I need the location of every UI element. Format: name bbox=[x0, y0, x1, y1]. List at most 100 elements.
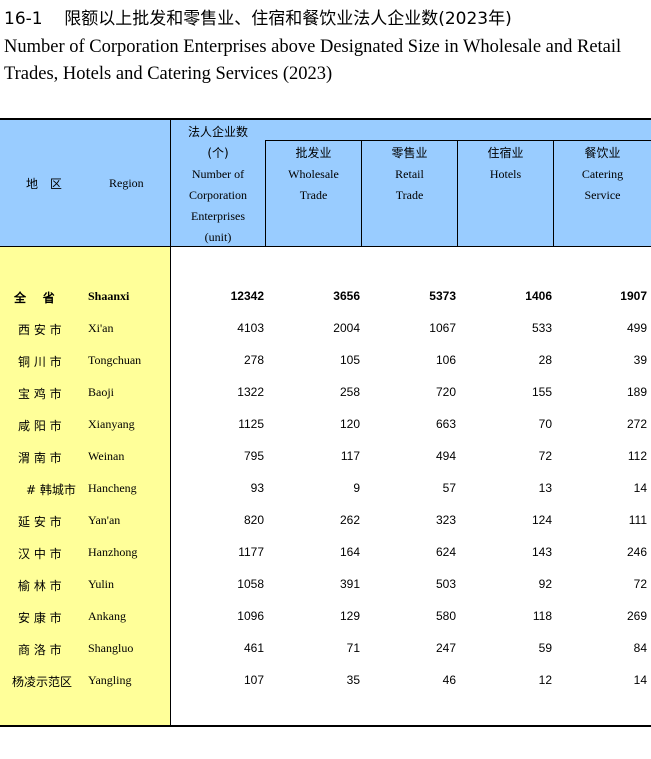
table-bottom-rule bbox=[0, 725, 651, 727]
cell-retail: 247 bbox=[435, 641, 456, 655]
table-title-en: Number of Corporation Enterprises above … bbox=[4, 37, 622, 84]
col-divider-2 bbox=[361, 140, 362, 246]
region-name-cn: 咸 阳 市 bbox=[18, 419, 62, 433]
table-row: 渭 南 市 Weinan 795 117 494 72 112 bbox=[0, 440, 651, 472]
table-number: 16-1 bbox=[4, 9, 43, 29]
cell-retail: 494 bbox=[435, 449, 456, 463]
table-row: 杨凌示范区 Yangling 107 35 46 12 14 bbox=[0, 664, 651, 696]
cell-hotels: 28 bbox=[538, 353, 552, 367]
header-wholesale-cn: 批发业 bbox=[295, 146, 332, 160]
cell-hotels: 124 bbox=[531, 513, 552, 527]
cell-total: 1322 bbox=[237, 385, 264, 399]
header-total-unit-cn: (个) bbox=[207, 146, 229, 160]
cell-retail: 720 bbox=[435, 385, 456, 399]
region-name-en: Tongchuan bbox=[88, 353, 142, 367]
cell-wholesale: 9 bbox=[353, 481, 360, 495]
subheader-rule bbox=[265, 140, 651, 141]
header-hotels: 住宿业 Hotels bbox=[458, 143, 553, 185]
cell-wholesale: 391 bbox=[339, 577, 360, 591]
table-title-cn-text: 限额以上批发和零售业、住宿和餐饮业法人企业数(2023年) bbox=[64, 9, 512, 29]
header-bottom-rule bbox=[0, 246, 651, 247]
cell-total: 1096 bbox=[237, 609, 264, 623]
table-row-total: 全 省 Shaanxi 12342 3656 5373 1406 1907 bbox=[0, 280, 651, 312]
cell-hotels: 13 bbox=[538, 481, 552, 495]
col-divider-1 bbox=[265, 140, 266, 246]
cell-catering: 84 bbox=[633, 641, 647, 655]
cell-retail: 323 bbox=[435, 513, 456, 527]
cell-wholesale: 262 bbox=[339, 513, 360, 527]
table-row: 铜 川 市 Tongchuan 278 105 106 28 39 bbox=[0, 344, 651, 376]
table-top-rule bbox=[0, 118, 651, 120]
region-name-cn: 汉 中 市 bbox=[18, 547, 62, 561]
region-name-cn: 延 安 市 bbox=[18, 515, 62, 529]
cell-retail: 106 bbox=[435, 353, 456, 367]
region-divider bbox=[170, 120, 171, 725]
region-name-cn: 商 洛 市 bbox=[18, 643, 62, 657]
cell-hotels: 70 bbox=[538, 417, 552, 431]
cell-total: 820 bbox=[243, 513, 264, 527]
table-row: 榆 林 市 Yulin 1058 391 503 92 72 bbox=[0, 568, 651, 600]
header-wholesale-en-1: Wholesale bbox=[288, 167, 339, 181]
cell-retail: 624 bbox=[435, 545, 456, 559]
region-name-cn: 宝 鸡 市 bbox=[18, 387, 62, 401]
cell-retail: 46 bbox=[442, 673, 456, 687]
header-retail-en-1: Retail bbox=[395, 167, 424, 181]
cell-hotels: 12 bbox=[538, 673, 552, 687]
header-retail: 零售业 Retail Trade bbox=[362, 143, 457, 206]
cell-total: 93 bbox=[250, 481, 264, 495]
table-row: 西 安 市 Xi'an 4103 2004 1067 533 499 bbox=[0, 312, 651, 344]
table-row: 咸 阳 市 Xianyang 1125 120 663 70 272 bbox=[0, 408, 651, 440]
header-total-en-1: Number of bbox=[191, 167, 245, 181]
cell-wholesale: 71 bbox=[346, 641, 360, 655]
cell-retail: 663 bbox=[435, 417, 456, 431]
region-name-en: Hanzhong bbox=[88, 545, 138, 559]
header-total-cn: 法人企业数 bbox=[187, 125, 248, 139]
cell-total: 12342 bbox=[230, 289, 264, 303]
cell-total: 4103 bbox=[237, 321, 264, 335]
header-total-en-3: Enterprises bbox=[191, 209, 245, 223]
cell-wholesale: 3656 bbox=[333, 289, 360, 303]
cell-total: 1125 bbox=[238, 417, 264, 431]
cell-hotels: 533 bbox=[531, 321, 552, 335]
region-name-cn: 西 安 市 bbox=[18, 323, 62, 337]
table-row: 商 洛 市 Shangluo 461 71 247 59 84 bbox=[0, 632, 651, 664]
header-total: 法人企业数 (个) Number of Corporation Enterpri… bbox=[171, 122, 265, 248]
table-row: 宝 鸡 市 Baoji 1322 258 720 155 189 bbox=[0, 376, 651, 408]
cell-wholesale: 164 bbox=[339, 545, 360, 559]
table-row: # 韩城市 Hancheng 93 9 57 13 14 bbox=[0, 472, 651, 504]
cell-catering: 14 bbox=[633, 481, 647, 495]
cell-wholesale: 35 bbox=[346, 673, 360, 687]
cell-hotels: 118 bbox=[532, 609, 552, 623]
cell-hotels: 72 bbox=[538, 449, 552, 463]
header-total-en-4: (unit) bbox=[204, 230, 232, 244]
header-catering: 餐饮业 Catering Service bbox=[554, 143, 651, 206]
header-total-en-2: Corporation bbox=[189, 188, 247, 202]
region-name-cn: # 韩城市 bbox=[26, 483, 76, 497]
cell-catering: 39 bbox=[633, 353, 647, 367]
header-region-en: Region bbox=[109, 176, 144, 190]
header-catering-en-2: Service bbox=[584, 188, 621, 202]
header-wholesale-en-2: Trade bbox=[299, 188, 328, 202]
cell-retail: 580 bbox=[435, 609, 456, 623]
cell-catering: 72 bbox=[633, 577, 647, 591]
region-name-cn: 榆 林 市 bbox=[18, 579, 62, 593]
cell-total: 1058 bbox=[237, 577, 264, 591]
cell-total: 107 bbox=[243, 673, 264, 687]
region-name-cn: 杨凌示范区 bbox=[12, 675, 73, 689]
region-name-cn: 铜 川 市 bbox=[18, 355, 62, 369]
header-hotels-cn: 住宿业 bbox=[487, 146, 524, 160]
cell-retail: 57 bbox=[442, 481, 456, 495]
cell-wholesale: 120 bbox=[339, 417, 360, 431]
cell-retail: 1067 bbox=[429, 321, 456, 335]
cell-hotels: 143 bbox=[531, 545, 552, 559]
cell-wholesale: 2004 bbox=[333, 321, 360, 335]
table-row: 汉 中 市 Hanzhong 1177 164 624 143 246 bbox=[0, 536, 651, 568]
cell-catering: 269 bbox=[626, 609, 647, 623]
cell-wholesale: 258 bbox=[339, 385, 360, 399]
cell-catering: 189 bbox=[626, 385, 647, 399]
region-name-en: Hancheng bbox=[88, 481, 137, 495]
col-divider-3 bbox=[457, 140, 458, 246]
cell-wholesale: 129 bbox=[339, 609, 360, 623]
region-name-en: Yan'an bbox=[88, 513, 121, 527]
table-row: 延 安 市 Yan'an 820 262 323 124 111 bbox=[0, 504, 651, 536]
